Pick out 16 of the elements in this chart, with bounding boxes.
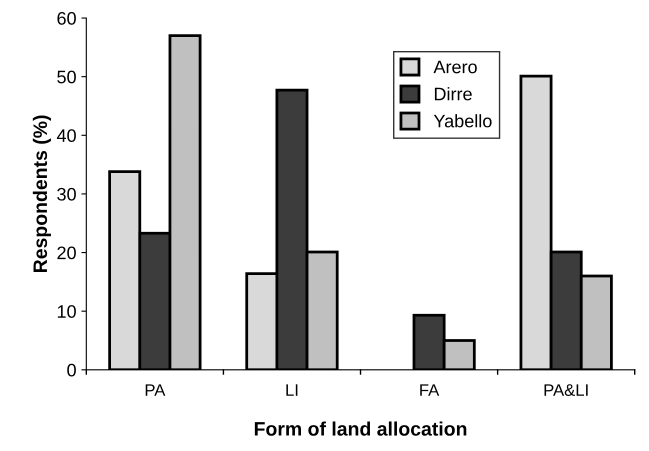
- y-tick-label: 40: [56, 129, 76, 142]
- x-tick-label: PA: [146, 384, 166, 396]
- x-axis-title: Form of land allocation: [254, 421, 466, 436]
- y-tick-label: 20: [57, 246, 76, 260]
- y-tick-label: 30: [57, 188, 76, 201]
- legend-label: Dirre: [434, 87, 472, 100]
- y-tick-label: 50: [57, 70, 76, 84]
- x-tick-label: LI: [286, 384, 298, 396]
- legend-label: Arero: [433, 60, 477, 74]
- legend-label: Yabello: [434, 114, 492, 128]
- x-tick-label: PA&LI: [544, 384, 588, 396]
- x-tick-label: FA: [420, 384, 440, 396]
- y-tick-label: 0: [67, 364, 76, 377]
- y-axis-title: Respondents (%): [32, 115, 51, 272]
- y-tick-label: 10: [58, 305, 76, 318]
- y-tick-label: 60: [57, 12, 76, 25]
